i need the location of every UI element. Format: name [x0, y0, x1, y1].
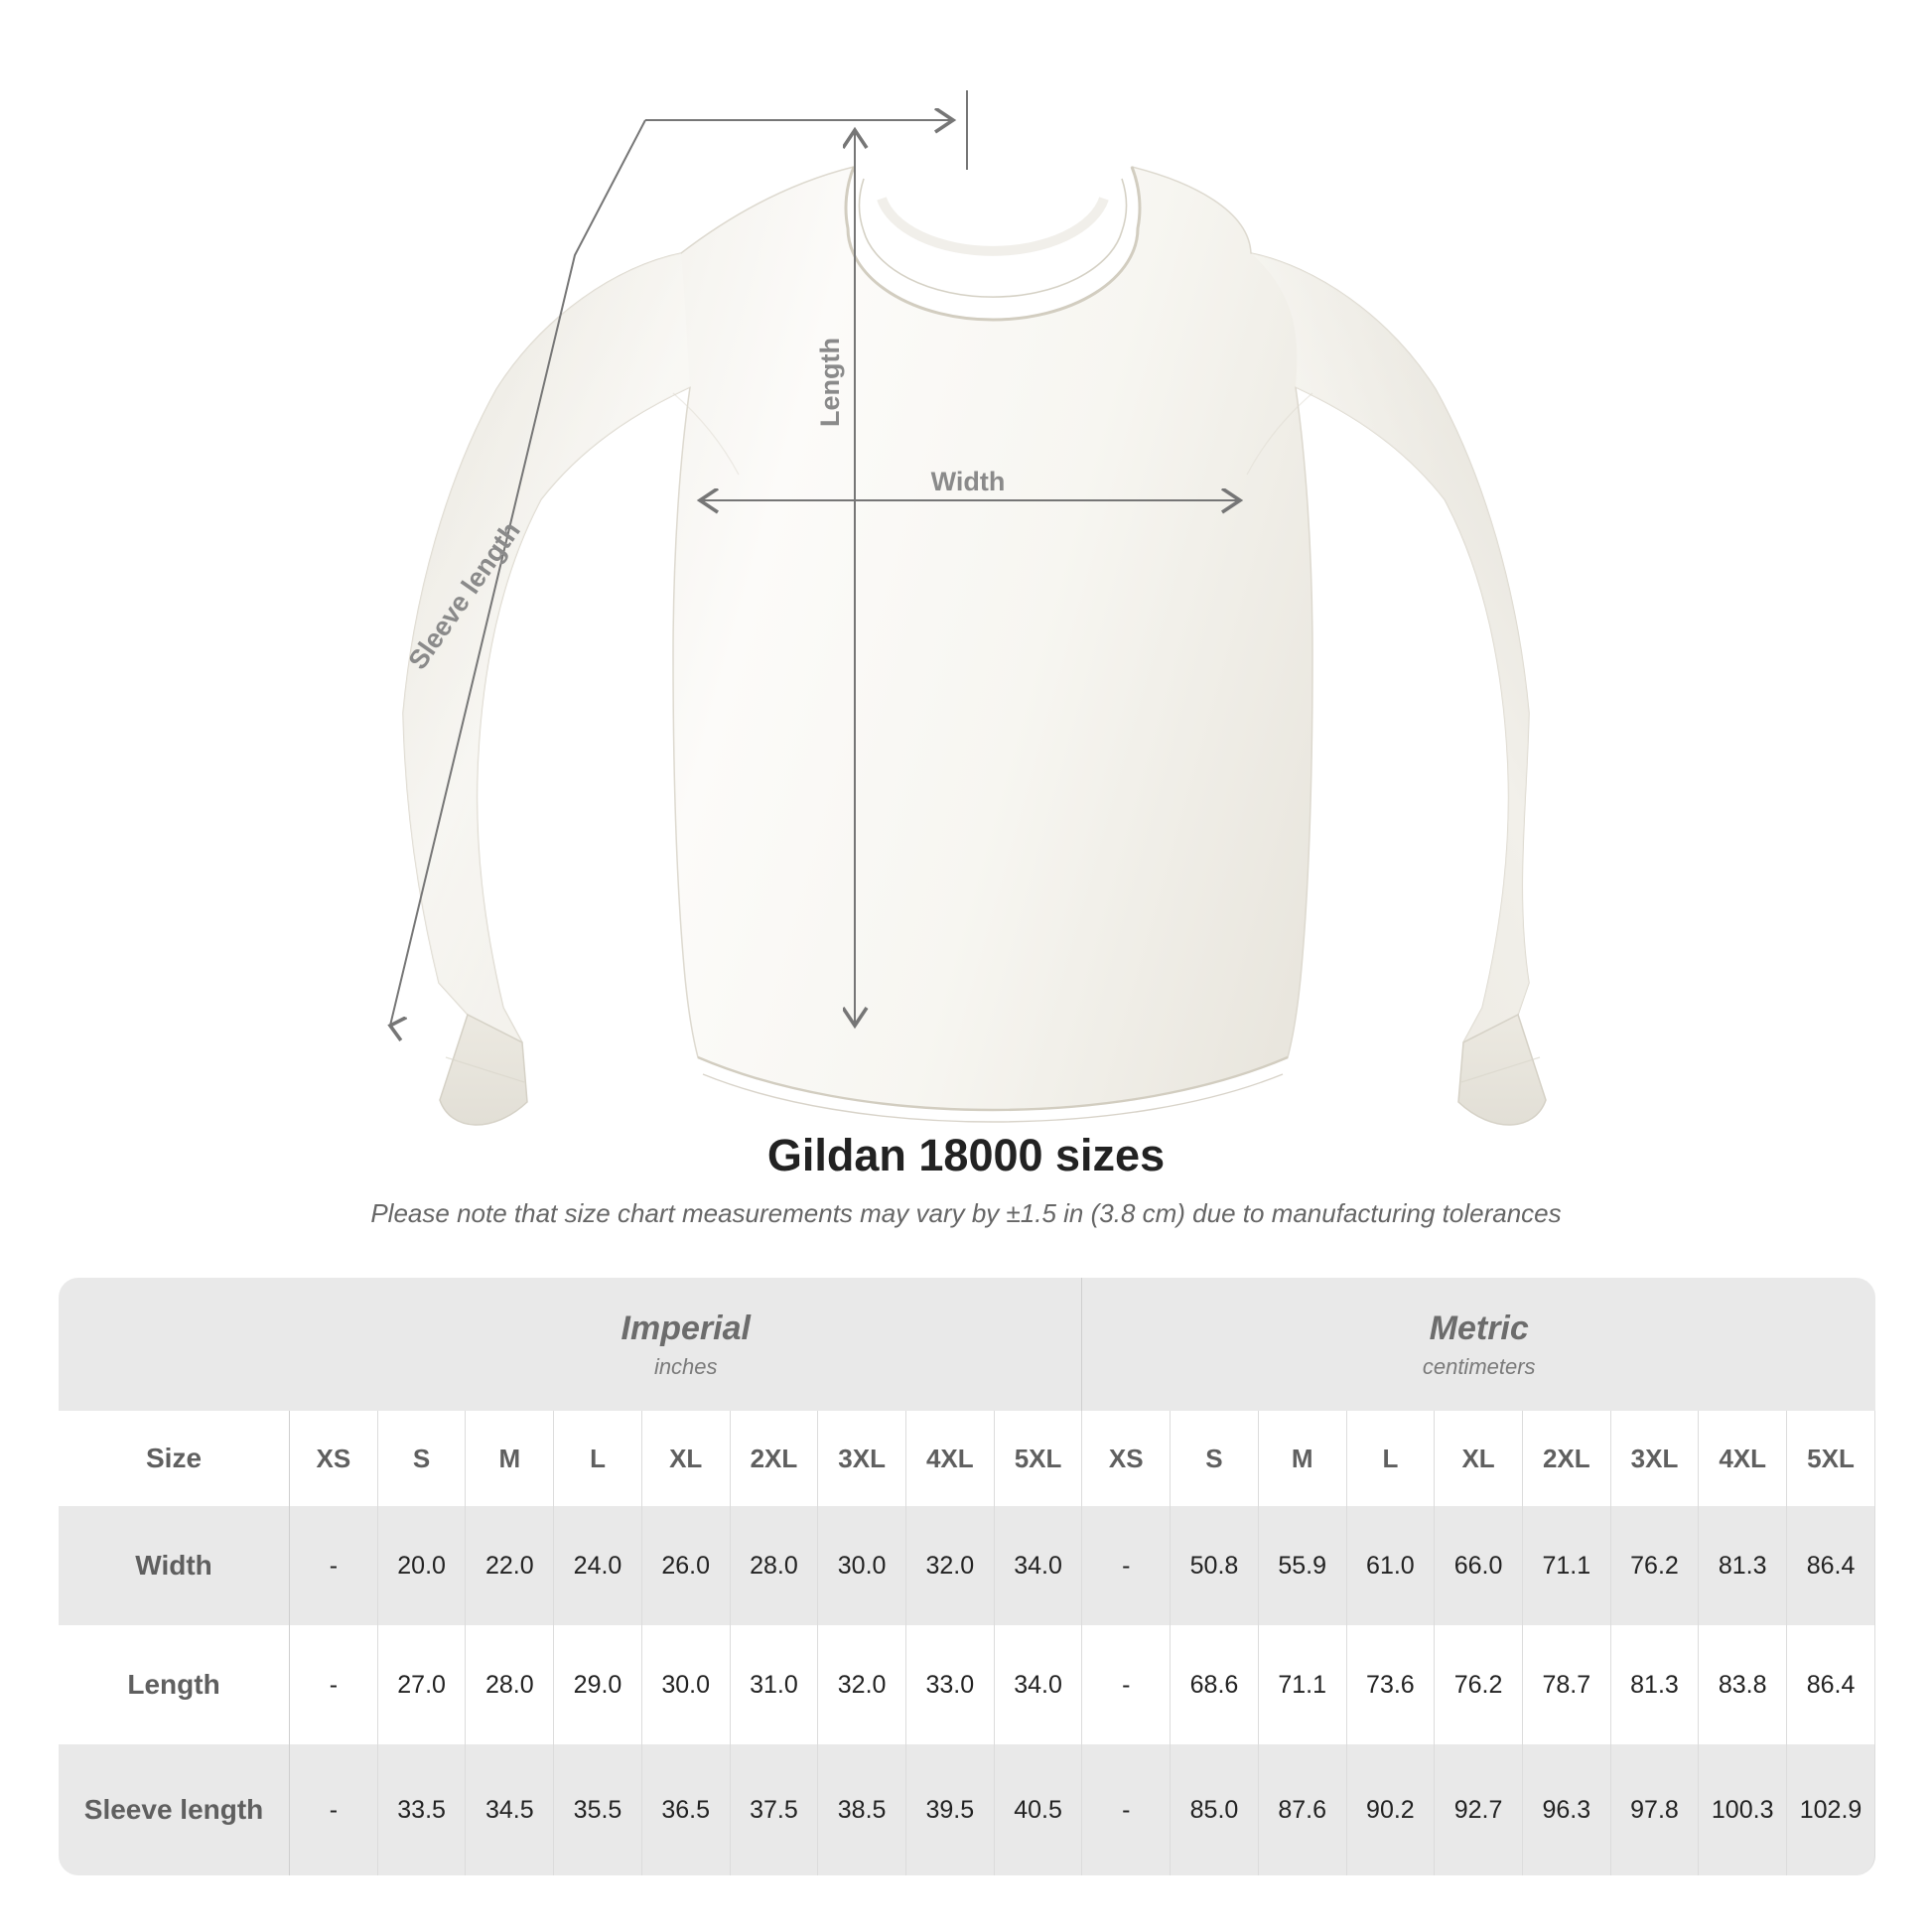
svg-text:Length: Length [815, 338, 845, 427]
svg-text:Width: Width [931, 467, 1006, 496]
